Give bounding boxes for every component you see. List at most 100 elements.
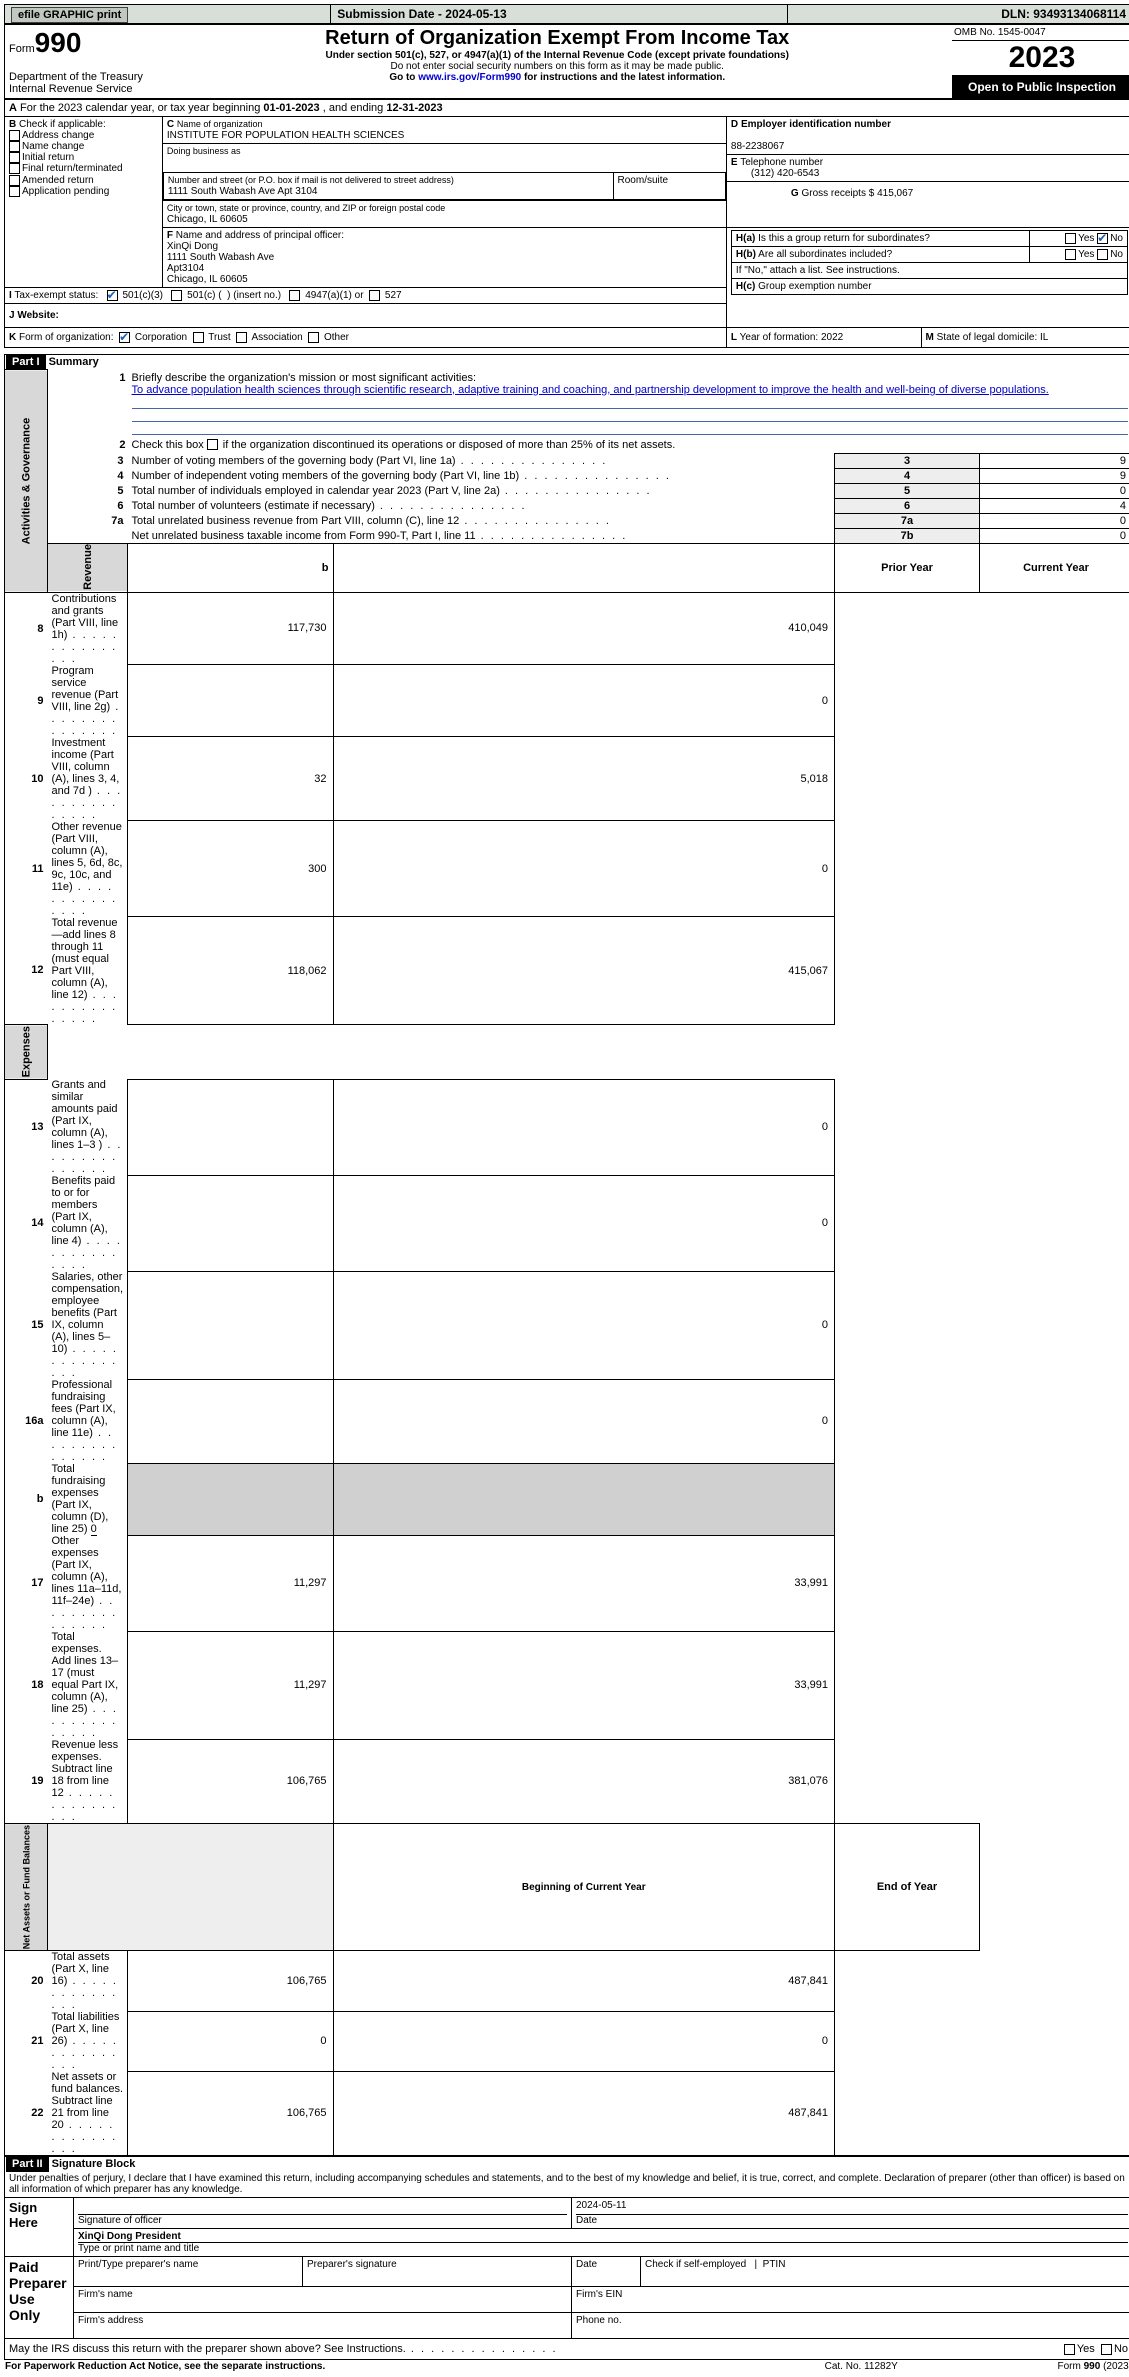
- 501c-chk[interactable]: [171, 290, 182, 301]
- form-title: Return of Organization Exempt From Incom…: [166, 27, 948, 50]
- c-letter: C: [167, 119, 174, 130]
- part1-title: Summary: [49, 356, 99, 368]
- e-letter: E: [731, 157, 738, 168]
- i-o2a: 501(c) (: [187, 290, 221, 301]
- website-lbl: Website:: [17, 310, 59, 321]
- perjury-text: Under penalties of perjury, I declare th…: [5, 2171, 1129, 2198]
- assoc-chk[interactable]: [236, 332, 247, 343]
- b-o5: Amended return: [22, 175, 94, 186]
- l2-a: Check this box: [132, 439, 207, 451]
- subtitle-1: Under section 501(c), 527, or 4947(a)(1)…: [325, 50, 788, 61]
- ha-no-chk[interactable]: [1097, 233, 1108, 244]
- ein-value: 88-2238067: [731, 141, 784, 152]
- officer-addr3: Chicago, IL 60605: [167, 274, 248, 285]
- efile-button[interactable]: efile GRAPHIC print: [11, 7, 128, 23]
- addr-lbl: Number and street (or P.O. box if mail i…: [168, 175, 454, 185]
- form-word: Form: [9, 43, 35, 55]
- discuss-no: No: [1114, 2343, 1128, 2355]
- i-letter: I: [9, 290, 12, 301]
- omb-number: OMB No. 1545-0047: [952, 25, 1129, 41]
- eoy-hdr: End of Year: [835, 1824, 980, 1951]
- name-change-chk[interactable]: [9, 141, 20, 152]
- yr-form-val: 2022: [821, 332, 843, 343]
- sig-officer-lbl: Signature of officer: [78, 2215, 162, 2226]
- initial-return-chk[interactable]: [9, 152, 20, 163]
- officer-lbl: Name and address of principal officer:: [176, 230, 344, 241]
- city-state-zip: Chicago, IL 60605: [167, 214, 248, 225]
- i-o4: 527: [385, 290, 402, 301]
- f-letter: F: [167, 230, 173, 241]
- top-bar: efile GRAPHIC print Submission Date - 20…: [4, 4, 1129, 24]
- sign-here: Sign Here: [5, 2198, 74, 2257]
- b-o4: Final return/terminated: [22, 164, 123, 175]
- l1-no: 1: [119, 372, 125, 384]
- firm-ein-lbl: Firm's EIN: [576, 2289, 622, 2300]
- discuss-yes-chk[interactable]: [1064, 2344, 1075, 2355]
- tab-revenue: Revenue: [48, 543, 128, 592]
- 527-chk[interactable]: [369, 290, 380, 301]
- footer: For Paperwork Reduction Act Notice, see …: [4, 2360, 1129, 2373]
- goto-suffix: for instructions and the latest informat…: [521, 72, 725, 83]
- officer-addr2: Apt3104: [167, 263, 204, 274]
- g-letter: G: [791, 188, 799, 199]
- submission-date: 2024-05-13: [445, 7, 506, 21]
- a-mid: , and ending: [320, 102, 387, 114]
- trust-chk[interactable]: [193, 332, 204, 343]
- b-o3: Initial return: [22, 152, 74, 163]
- i-o3: 4947(a)(1) or: [305, 290, 363, 301]
- form-header: Form990 Department of the Treasury Inter…: [4, 24, 1129, 99]
- hb-no-chk[interactable]: [1097, 249, 1108, 260]
- other-chk[interactable]: [308, 332, 319, 343]
- app-pending-chk[interactable]: [9, 186, 20, 197]
- date-lbl: Date: [576, 2215, 597, 2226]
- room-lbl: Room/suite: [613, 173, 725, 200]
- phone-no-lbl: Phone no.: [576, 2315, 622, 2326]
- part-2-signature: Part II Signature Block Under penalties …: [4, 2156, 1129, 2360]
- tab-netassets: Net Assets or Fund Balances: [5, 1824, 48, 1951]
- amended-chk[interactable]: [9, 175, 20, 186]
- b-hdr: B: [9, 119, 16, 130]
- 4947-chk[interactable]: [289, 290, 300, 301]
- b-o6: Application pending: [22, 186, 109, 197]
- hc-text: Group exemption number: [758, 281, 871, 292]
- hb-yes-chk[interactable]: [1065, 249, 1076, 260]
- corp-chk[interactable]: [119, 332, 130, 343]
- officer-name: XinQi Dong: [167, 241, 218, 252]
- hb-text: Are all subordinates included?: [758, 249, 892, 260]
- irs-label: Internal Revenue Service: [9, 83, 133, 95]
- addr-change-chk[interactable]: [9, 130, 20, 141]
- k-letter: K: [9, 332, 16, 343]
- final-return-chk[interactable]: [9, 163, 20, 174]
- tax-status-lbl: Tax-exempt status:: [14, 290, 98, 301]
- phone-lbl: Telephone number: [740, 157, 823, 168]
- discuss-no-chk[interactable]: [1101, 2344, 1112, 2355]
- dba-lbl: Doing business as: [167, 146, 241, 156]
- prep-name-lbl: Print/Type preparer's name: [78, 2259, 198, 2270]
- a-text: For the 2023 calendar year, or tax year …: [17, 102, 263, 114]
- goto-prefix: Go to: [389, 72, 418, 83]
- org-name: INSTITUTE FOR POPULATION HEALTH SCIENCES: [167, 130, 404, 141]
- i-o1: 501(c)(3): [122, 290, 163, 301]
- entity-section: A For the 2023 calendar year, or tax yea…: [4, 99, 1129, 348]
- a-label: A: [9, 102, 17, 114]
- form-org-lbl: Form of organization:: [19, 332, 114, 343]
- ha-yes-chk[interactable]: [1065, 233, 1076, 244]
- yr-form-lbl: Year of formation:: [740, 332, 821, 343]
- dln-value: 93493134068114: [1033, 7, 1126, 21]
- form-foot: Form: [1058, 2361, 1084, 2372]
- open-public: Open to Public Inspection: [952, 76, 1129, 98]
- ein-lbl: Employer identification number: [741, 119, 891, 130]
- self-emp-lbl: Check if self-employed: [645, 2259, 746, 2270]
- ptin-lbl: PTIN: [763, 2259, 786, 2270]
- l-letter: L: [731, 332, 737, 343]
- prior-year-hdr: Prior Year: [835, 543, 980, 592]
- d-letter: D: [731, 119, 738, 130]
- 501c3-chk[interactable]: [107, 290, 118, 301]
- b-o2: Name change: [22, 141, 84, 152]
- l2-chk[interactable]: [207, 439, 218, 450]
- name-lbl: Name of organization: [177, 119, 263, 129]
- irs-link[interactable]: www.irs.gov/Form990: [418, 72, 521, 83]
- submission-label: Submission Date -: [337, 7, 445, 21]
- sign-date: 2024-05-11: [576, 2200, 626, 2211]
- pra-notice: For Paperwork Reduction Act Notice, see …: [5, 2361, 325, 2372]
